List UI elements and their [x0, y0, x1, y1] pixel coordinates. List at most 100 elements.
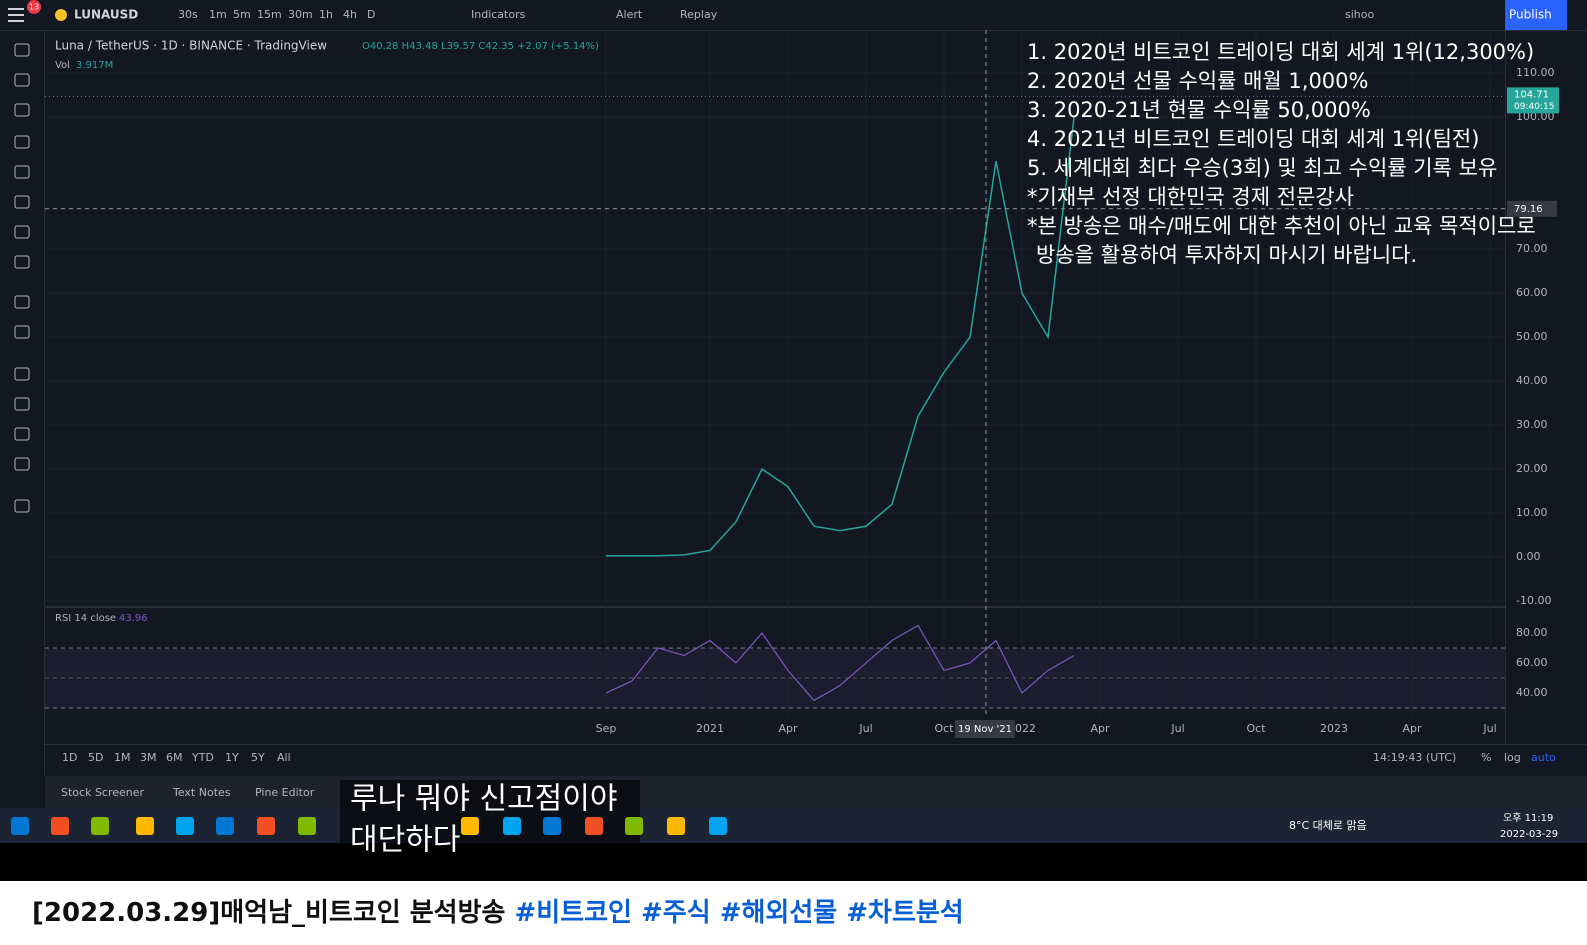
tag[interactable]: #해외선물 — [720, 898, 837, 928]
price-label: 104.71 — [1514, 89, 1549, 100]
x-tick-label: Apr — [1402, 722, 1422, 735]
price-time: 09:40:15 — [1514, 102, 1554, 112]
taskbar-icon[interactable] — [11, 817, 29, 835]
overlay-line: 5. 세계대회 최다 우승(3회) 및 최고 수익률 기록 보유 — [1027, 156, 1497, 180]
tool-icon[interactable] — [14, 225, 30, 239]
taskbar-icon[interactable] — [298, 817, 316, 835]
range-button[interactable]: 3M — [140, 751, 157, 764]
y-tick-label: 10.00 — [1516, 506, 1548, 519]
panel-tab[interactable]: Stock Screener — [61, 786, 145, 799]
replay[interactable]: Replay — [680, 8, 718, 21]
panel-tab[interactable]: Text Notes — [172, 786, 231, 799]
tool-icon[interactable] — [14, 325, 30, 339]
interval[interactable]: 1h — [319, 8, 333, 21]
interval[interactable]: 5m — [233, 8, 251, 21]
panel-tabs-bg — [45, 776, 1587, 808]
pane-divider — [45, 606, 1505, 608]
taskbar-icon[interactable] — [625, 817, 643, 835]
taskbar-icon[interactable] — [667, 817, 685, 835]
interval[interactable]: 15m — [257, 8, 282, 21]
panel-tab[interactable]: Pine Editor — [255, 786, 315, 799]
taskbar-icon[interactable] — [503, 817, 521, 835]
tool-icon[interactable] — [14, 255, 30, 269]
x-tick-label: Sep — [596, 722, 617, 735]
range-button[interactable]: All — [277, 751, 291, 764]
tool-icon[interactable] — [14, 103, 30, 117]
x-tick-label: Apr — [1090, 722, 1110, 735]
tool-icon[interactable] — [14, 73, 30, 87]
taskbar-icon[interactable] — [543, 817, 561, 835]
bottom-border — [45, 744, 1587, 745]
taskbar-icon[interactable] — [257, 817, 275, 835]
badge-count: 13 — [29, 3, 39, 12]
tag[interactable]: #주식 — [641, 898, 711, 928]
crosshair-label-bg — [1507, 200, 1557, 217]
tool-icon[interactable] — [14, 43, 30, 57]
tool-icon[interactable] — [14, 397, 30, 411]
log[interactable]: log — [1504, 751, 1521, 764]
taskbar-icon[interactable] — [216, 817, 234, 835]
vol: Vol — [55, 60, 70, 71]
ohlc: O40.28 H43.48 L39.57 C42.35 +2.07 (+5.14… — [362, 41, 599, 52]
tool-icon[interactable] — [14, 165, 30, 179]
menu-icon[interactable] — [8, 8, 24, 10]
caption-line: 대단하다 — [350, 823, 460, 858]
user[interactable]: sihoo — [1345, 8, 1374, 21]
taskbar-icon[interactable] — [585, 817, 603, 835]
y-tick-label: 30.00 — [1516, 418, 1548, 431]
x-tick-label: Apr — [778, 722, 798, 735]
symbol[interactable]: LUNAUSD — [74, 8, 138, 22]
overlay-line: 1. 2020년 비트코인 트레이딩 대회 세계 1위(12,300%) — [1027, 40, 1534, 64]
rsi-tick-label: 80.00 — [1516, 626, 1548, 639]
menu-icon[interactable] — [8, 20, 24, 22]
y-tick-label: 50.00 — [1516, 330, 1548, 343]
tool-icon[interactable] — [14, 195, 30, 209]
publish[interactable]: Publish — [1509, 8, 1552, 22]
range-button[interactable]: 5Y — [251, 751, 265, 764]
taskbar-icon[interactable] — [461, 817, 479, 835]
app-bg — [0, 0, 1587, 843]
tool-icon[interactable] — [14, 135, 30, 149]
taskbar-icon[interactable] — [51, 817, 69, 835]
interval[interactable]: D — [367, 8, 375, 21]
video-title-text: [2022.03.29]매억남_비트코인 분석방송 — [32, 898, 505, 928]
tool-icon[interactable] — [14, 367, 30, 381]
range-button[interactable]: 1Y — [225, 751, 239, 764]
taskbar-icon[interactable] — [709, 817, 727, 835]
tag[interactable]: #차트분석 — [846, 898, 963, 928]
interval[interactable]: 1m — [209, 8, 227, 21]
clock: 14:19:43 (UTC) — [1373, 751, 1456, 764]
tool-icon[interactable] — [14, 295, 30, 309]
taskbar-icon[interactable] — [176, 817, 194, 835]
caption-line: 루나 뭐야 신고점이야 — [350, 782, 617, 817]
tool-icon[interactable] — [14, 499, 30, 513]
price-axis-border — [1505, 30, 1506, 745]
rsi-label: RSI 14 close — [55, 613, 116, 624]
taskbar-icon[interactable] — [91, 817, 109, 835]
taskbar-icon[interactable] — [136, 817, 154, 835]
tool-icon[interactable] — [14, 427, 30, 441]
range-button[interactable]: 5D — [88, 751, 103, 764]
overlay-line: *기재부 선정 대한민국 경제 전문강사 — [1027, 185, 1354, 209]
interval[interactable]: 30s — [178, 8, 198, 21]
publish-button[interactable] — [1505, 0, 1567, 30]
range-button[interactable]: 1M — [114, 751, 131, 764]
alert[interactable]: Alert — [616, 8, 643, 21]
range-button[interactable]: 6M — [166, 751, 183, 764]
indicators[interactable]: Indicators — [471, 8, 526, 21]
auto[interactable]: auto — [1531, 751, 1556, 764]
video-title: [2022.03.29]매억남_비트코인 분석방송 #비트코인 #주식 #해외선… — [32, 898, 964, 928]
chart-title: Luna / TetherUS · 1D · BINANCE · Trading… — [55, 39, 327, 53]
range-button[interactable]: YTD — [191, 751, 214, 764]
menu-icon[interactable] — [8, 14, 24, 16]
x-tick-label: Jul — [1170, 722, 1184, 735]
badge — [27, 0, 41, 14]
range-button[interactable]: 1D — [62, 751, 77, 764]
percent[interactable]: % — [1481, 751, 1491, 764]
y-tick-label: 20.00 — [1516, 462, 1548, 475]
interval[interactable]: 30m — [288, 8, 313, 21]
tag[interactable]: #비트코인 — [514, 898, 631, 928]
tool-icon[interactable] — [14, 457, 30, 471]
interval[interactable]: 4h — [343, 8, 357, 21]
